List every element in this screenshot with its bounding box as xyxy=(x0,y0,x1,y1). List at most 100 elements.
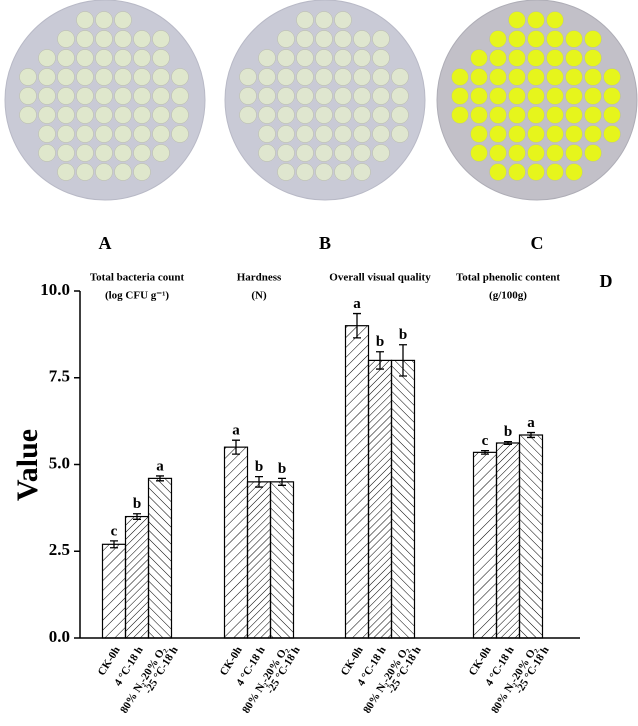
piece xyxy=(152,49,170,67)
error-bar xyxy=(110,540,118,549)
piece xyxy=(546,106,564,124)
piece xyxy=(76,144,94,162)
piece xyxy=(527,163,545,181)
piece xyxy=(296,163,314,181)
piece xyxy=(353,125,371,143)
piece xyxy=(315,68,333,86)
piece xyxy=(565,125,583,143)
piece xyxy=(334,49,352,67)
piece xyxy=(57,68,75,86)
piece xyxy=(546,163,564,181)
piece xyxy=(171,125,189,143)
error-bar xyxy=(278,477,286,486)
piece xyxy=(334,30,352,48)
piece xyxy=(57,125,75,143)
piece xyxy=(152,68,170,86)
piece xyxy=(76,125,94,143)
error-bar xyxy=(255,475,263,488)
piece xyxy=(239,106,257,124)
error-bar xyxy=(376,351,384,370)
piece xyxy=(508,49,526,67)
piece xyxy=(334,106,352,124)
piece xyxy=(114,11,132,29)
piece xyxy=(584,68,602,86)
significance-letter: b xyxy=(504,424,512,440)
piece xyxy=(584,125,602,143)
piece xyxy=(277,30,295,48)
bar xyxy=(367,359,393,639)
piece xyxy=(76,11,94,29)
piece xyxy=(114,125,132,143)
piece xyxy=(57,163,75,181)
piece xyxy=(239,87,257,105)
piece xyxy=(95,106,113,124)
piece xyxy=(508,144,526,162)
error-bar xyxy=(232,439,240,455)
piece xyxy=(508,30,526,48)
y-tick-label: 0.0 xyxy=(49,627,70,646)
piece xyxy=(508,87,526,105)
panel-label: C xyxy=(531,233,544,253)
piece xyxy=(296,68,314,86)
piece xyxy=(315,163,333,181)
piece xyxy=(527,30,545,48)
piece xyxy=(372,125,390,143)
piece xyxy=(95,87,113,105)
piece xyxy=(508,125,526,143)
group-title: Total bacteria count xyxy=(90,272,185,284)
piece xyxy=(133,87,151,105)
piece xyxy=(372,68,390,86)
piece xyxy=(508,163,526,181)
piece xyxy=(527,106,545,124)
piece xyxy=(296,30,314,48)
piece xyxy=(95,11,113,29)
piece xyxy=(546,30,564,48)
piece xyxy=(372,106,390,124)
piece xyxy=(38,106,56,124)
piece xyxy=(353,163,371,181)
y-tick-label: 5.0 xyxy=(49,453,70,472)
significance-letter: b xyxy=(399,327,407,343)
piece xyxy=(114,68,132,86)
piece xyxy=(296,144,314,162)
piece xyxy=(38,125,56,143)
piece xyxy=(527,49,545,67)
piece xyxy=(38,144,56,162)
panel-label: B xyxy=(319,233,331,253)
significance-letter: b xyxy=(376,334,384,350)
piece xyxy=(334,68,352,86)
piece xyxy=(296,125,314,143)
group-title: (N) xyxy=(251,290,267,302)
piece xyxy=(38,49,56,67)
piece xyxy=(391,87,409,105)
piece xyxy=(451,68,469,86)
piece xyxy=(315,144,333,162)
piece xyxy=(353,106,371,124)
piece xyxy=(171,68,189,86)
piece xyxy=(391,125,409,143)
piece xyxy=(133,49,151,67)
piece xyxy=(277,125,295,143)
group-title: (g/100g) xyxy=(489,290,527,302)
piece xyxy=(133,125,151,143)
piece xyxy=(603,87,621,105)
piece xyxy=(372,144,390,162)
piece xyxy=(489,87,507,105)
error-bar xyxy=(156,475,164,482)
piece xyxy=(95,49,113,67)
piece xyxy=(603,68,621,86)
piece xyxy=(508,106,526,124)
piece xyxy=(565,49,583,67)
piece xyxy=(277,163,295,181)
bar xyxy=(344,325,370,639)
y-tick-label: 7.5 xyxy=(49,367,70,386)
piece xyxy=(584,106,602,124)
error-bar xyxy=(133,513,141,520)
piece xyxy=(114,163,132,181)
piece xyxy=(451,106,469,124)
piece xyxy=(470,49,488,67)
bar xyxy=(124,515,150,639)
photos xyxy=(0,0,638,205)
piece xyxy=(391,106,409,124)
